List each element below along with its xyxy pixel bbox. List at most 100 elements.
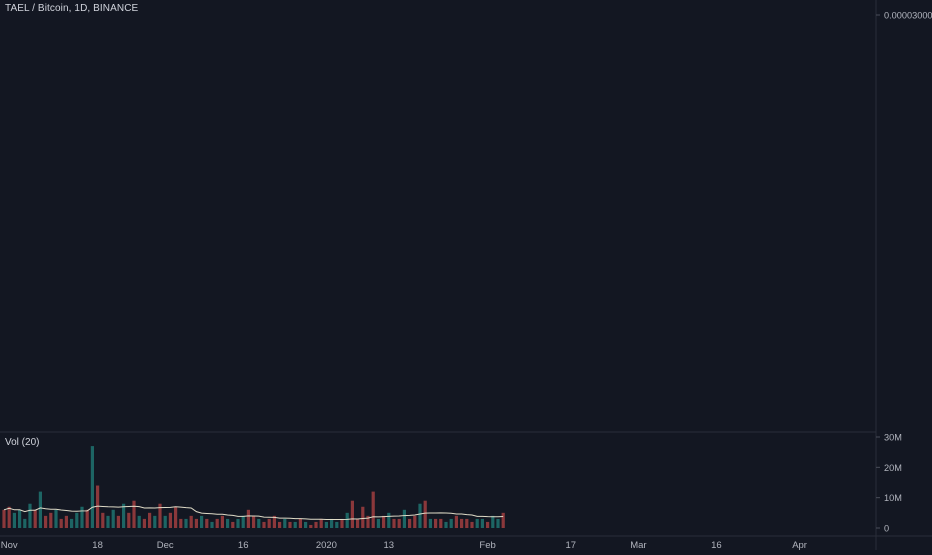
- volume-bar: [475, 518, 479, 528]
- volume-bar: [376, 518, 380, 528]
- volume-bar: [298, 518, 302, 528]
- time-tick-label: 18: [92, 540, 103, 550]
- volume-bar: [335, 521, 339, 528]
- volume-bar: [449, 518, 453, 528]
- volume-bar: [465, 518, 469, 528]
- time-tick-label: Feb: [479, 540, 495, 550]
- volume-bar: [428, 518, 432, 528]
- volume-bar: [314, 521, 318, 528]
- volume-bar: [340, 518, 344, 528]
- volume-bar: [18, 509, 22, 528]
- volume-tick-label: 30M: [884, 433, 902, 443]
- volume-bar: [80, 506, 84, 528]
- volume-bar: [184, 518, 188, 528]
- volume-bar: [319, 518, 323, 528]
- volume-bar: [257, 518, 261, 528]
- time-tick-label: Apr: [792, 540, 807, 550]
- volume-bar: [288, 521, 292, 528]
- volume-bar: [96, 485, 100, 528]
- volume-bar: [54, 509, 58, 528]
- volume-tick-label: 20M: [884, 463, 902, 473]
- volume-bar: [200, 515, 204, 528]
- volume-bar: [90, 446, 94, 528]
- volume-bar: [423, 500, 427, 528]
- volume-pane-label: Vol (20): [5, 437, 40, 448]
- volume-bar: [267, 518, 271, 528]
- volume-bar: [402, 509, 406, 528]
- volume-bar: [116, 515, 120, 528]
- volume-bar: [413, 515, 417, 528]
- volume-bar: [12, 512, 16, 528]
- time-tick-label: Mar: [630, 540, 646, 550]
- volume-bar: [371, 491, 375, 528]
- volume-bar: [345, 512, 349, 528]
- volume-bar: [496, 518, 500, 528]
- volume-bar: [480, 518, 484, 528]
- volume-bar: [246, 509, 250, 528]
- time-tick-label: 13: [384, 540, 395, 550]
- volume-bar: [387, 512, 391, 528]
- volume-bar: [324, 521, 328, 528]
- volume-bar: [252, 515, 256, 528]
- volume-bars: [2, 446, 505, 528]
- volume-tick-label: 0: [884, 524, 889, 534]
- volume-bar: [101, 512, 105, 528]
- volume-bar: [278, 521, 282, 528]
- volume-tick-label: 10M: [884, 493, 902, 503]
- volume-bar: [262, 521, 266, 528]
- volume-bar: [241, 515, 245, 528]
- volume-bar: [44, 515, 48, 528]
- volume-bar: [470, 521, 474, 528]
- time-tick-label: Nov: [1, 540, 18, 550]
- volume-bar: [122, 503, 126, 528]
- volume-bar: [189, 515, 193, 528]
- volume-bar: [236, 518, 240, 528]
- volume-bar: [226, 518, 230, 528]
- volume-bar: [397, 518, 401, 528]
- time-tick-label: 2020: [316, 540, 337, 550]
- volume-bar: [148, 512, 152, 528]
- volume-bar: [361, 506, 365, 528]
- volume-bar: [215, 518, 219, 528]
- volume-bar: [309, 524, 313, 528]
- volume-bar: [366, 515, 370, 528]
- volume-bar: [158, 503, 162, 528]
- volume-bar: [179, 518, 183, 528]
- volume-bar: [418, 503, 422, 528]
- volume-bar: [231, 521, 235, 528]
- volume-bar: [168, 512, 172, 528]
- volume-bar: [434, 518, 438, 528]
- volume-bar: [460, 518, 464, 528]
- volume-bar: [210, 521, 214, 528]
- volume-bar: [38, 491, 42, 528]
- volume-bar: [205, 518, 209, 528]
- volume-bar: [85, 509, 89, 528]
- time-tick-label: 17: [566, 540, 577, 550]
- volume-bar: [2, 509, 6, 528]
- volume-bar: [23, 518, 27, 528]
- volume-bar: [64, 515, 68, 528]
- volume-bar: [439, 518, 443, 528]
- volume-bar: [444, 521, 448, 528]
- volume-bar: [283, 518, 287, 528]
- time-tick-label: 16: [238, 540, 249, 550]
- volume-bar: [137, 515, 141, 528]
- volume-bar: [293, 521, 297, 528]
- volume-bar: [132, 500, 136, 528]
- volume-bar: [272, 515, 276, 528]
- price-tick-label: 0.00003000: [884, 11, 932, 21]
- volume-bar: [127, 512, 131, 528]
- volume-bar: [356, 518, 360, 528]
- volume-bar: [194, 518, 198, 528]
- volume-bar: [491, 515, 495, 528]
- volume-ma-line: [3, 505, 504, 521]
- time-tick-label: 16: [711, 540, 722, 550]
- volume-bar: [174, 506, 178, 528]
- volume-bar: [142, 518, 146, 528]
- volume-bar: [486, 521, 490, 528]
- volume-bar: [350, 500, 354, 528]
- volume-bar: [59, 518, 63, 528]
